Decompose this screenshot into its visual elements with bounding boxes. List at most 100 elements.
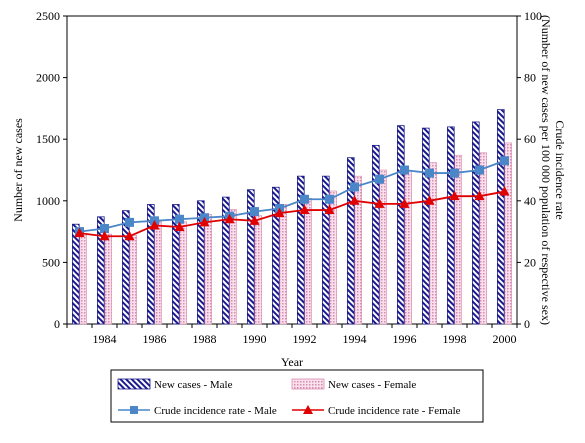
bar-male-1998 — [446, 126, 455, 325]
bars-group — [72, 109, 512, 325]
point-male-1999 — [475, 165, 484, 175]
bar-female-1997 — [429, 162, 437, 325]
right-tick-label: 40 — [524, 194, 536, 208]
point-male-1985 — [125, 217, 134, 227]
bar-male-1988 — [196, 200, 205, 325]
bar-female-1998 — [454, 154, 462, 325]
right-tick-label: 0 — [524, 317, 530, 331]
bar-female-1987 — [179, 221, 187, 325]
left-tick-label: 500 — [42, 255, 60, 269]
x-tick-label: 1986 — [143, 332, 167, 346]
bar-female-1994 — [354, 175, 362, 325]
x-tick-label: 1990 — [243, 332, 267, 346]
bar-male-1996 — [396, 125, 405, 325]
legend-swatch-male-bars — [117, 378, 151, 390]
bar-male-1997 — [421, 127, 430, 325]
bar-female-1999 — [479, 152, 487, 325]
bar-female-1988 — [204, 214, 212, 325]
legend-label-female-line: Crude incidence rate - Female — [328, 405, 461, 417]
bar-female-1986 — [154, 221, 162, 325]
line-female-rate — [79, 190, 505, 238]
right-axis-ticks: 0 20 40 60 80 100 — [517, 9, 542, 331]
bar-female-1991 — [279, 204, 287, 325]
x-axis-label: Year — [281, 355, 303, 369]
point-female-1999 — [474, 190, 485, 201]
bar-female-2000 — [504, 142, 512, 325]
point-male-1993 — [325, 194, 334, 204]
right-tick-label: 20 — [524, 255, 536, 269]
bar-male-1984 — [97, 216, 105, 325]
bar-female-1989 — [229, 209, 237, 325]
x-tick-label: 1998 — [443, 332, 467, 346]
point-female-1995 — [374, 198, 385, 208]
point-female-1988 — [199, 216, 210, 227]
bar-male-1990 — [246, 189, 255, 325]
bar-female-1985 — [129, 234, 137, 325]
point-male-1997 — [425, 168, 434, 178]
x-tick-label: 1988 — [193, 332, 217, 346]
left-axis-ticks: 0 500 1000 1500 2000 2500 — [36, 9, 67, 331]
point-female-1987 — [174, 221, 185, 231]
point-male-1987 — [175, 214, 184, 224]
bar-male-1989 — [221, 196, 230, 325]
point-female-1983 — [74, 227, 85, 238]
point-female-1994 — [349, 195, 360, 205]
bar-male-1985 — [122, 210, 130, 325]
bar-female-1983 — [79, 234, 87, 325]
bar-male-1999 — [471, 121, 480, 325]
point-male-1994 — [350, 182, 359, 192]
x-axis-ticks: 1984 1986 1988 1990 1992 1994 1996 1998 2000 — [66, 324, 518, 346]
left-tick-label: 1000 — [36, 194, 60, 208]
point-female-2000 — [499, 186, 510, 196]
point-female-1989 — [224, 213, 235, 224]
left-tick-label: 0 — [54, 317, 60, 331]
right-tick-label: 60 — [524, 132, 536, 146]
y-axis-label: Number of new cases — [11, 118, 25, 222]
bar-male-1991 — [271, 186, 280, 325]
bar-female-1990 — [254, 215, 262, 325]
point-male-1996 — [400, 165, 409, 175]
point-male-1995 — [375, 174, 384, 184]
point-female-1993 — [324, 204, 335, 215]
point-female-1998 — [449, 190, 460, 201]
bar-female-1992 — [304, 198, 312, 325]
legend-marker-male-line — [130, 406, 138, 414]
right-tick-label: 80 — [524, 71, 536, 85]
legend-marker-female-line — [303, 405, 313, 414]
point-male-1992 — [300, 194, 309, 204]
bar-male-1994 — [346, 157, 355, 325]
x-tick-label: 1996 — [393, 332, 417, 346]
bar-male-1993 — [321, 175, 330, 325]
plot-area — [66, 15, 518, 325]
bar-female-1995 — [379, 169, 387, 325]
x-tick-label: 1992 — [293, 332, 317, 346]
bar-female-1984 — [104, 233, 112, 325]
legend-label-male-line: Crude incidence rate - Male — [154, 405, 277, 417]
point-female-1992 — [299, 204, 310, 215]
x-tick-label: 1994 — [343, 332, 367, 346]
point-female-1986 — [149, 219, 160, 230]
point-female-1997 — [424, 195, 435, 205]
bar-female-1993 — [329, 190, 337, 325]
legend-label-female-bars: New cases - Female — [328, 379, 416, 391]
bar-male-1983 — [72, 223, 80, 325]
point-female-1996 — [399, 198, 410, 208]
y2-axis-label: Crude incidence rate(Number of new cases… — [539, 15, 567, 325]
bar-male-1995 — [371, 144, 380, 325]
point-female-1984 — [99, 230, 110, 241]
left-tick-label: 2000 — [36, 71, 60, 85]
legend-swatch-female-bars — [291, 378, 325, 390]
left-tick-label: 1500 — [36, 132, 60, 146]
legend: New cases - Male New cases - Female Crud… — [110, 369, 484, 423]
right-tick-label: 100 — [524, 9, 542, 23]
legend-label-male-bars: New cases - Male — [154, 379, 233, 391]
lines-group — [74, 156, 510, 241]
x-tick-label: 1984 — [93, 332, 117, 346]
x-tick-label: 2000 — [493, 332, 517, 346]
point-male-1990 — [250, 207, 259, 217]
point-female-1985 — [124, 230, 135, 241]
bar-male-1987 — [171, 204, 180, 325]
bar-female-1996 — [404, 170, 412, 325]
